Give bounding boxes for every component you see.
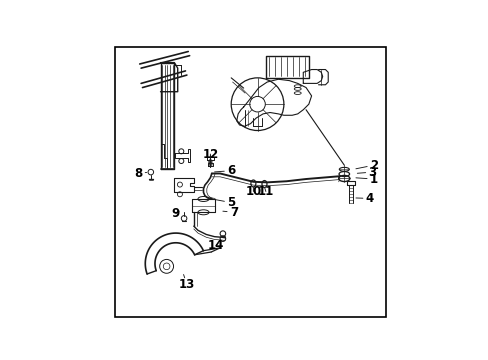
Text: 5: 5 [226, 196, 235, 209]
Text: 6: 6 [226, 164, 235, 177]
Text: 12: 12 [202, 148, 218, 161]
Text: 4: 4 [365, 192, 373, 205]
Text: 10: 10 [245, 185, 261, 198]
Text: 1: 1 [369, 172, 377, 185]
Text: 11: 11 [257, 185, 273, 198]
Text: 9: 9 [171, 207, 180, 220]
Text: 3: 3 [368, 166, 376, 179]
Text: 14: 14 [207, 239, 224, 252]
Text: 13: 13 [179, 278, 195, 291]
Text: 2: 2 [369, 159, 377, 172]
Text: 8: 8 [134, 167, 142, 180]
Text: 7: 7 [229, 206, 238, 219]
